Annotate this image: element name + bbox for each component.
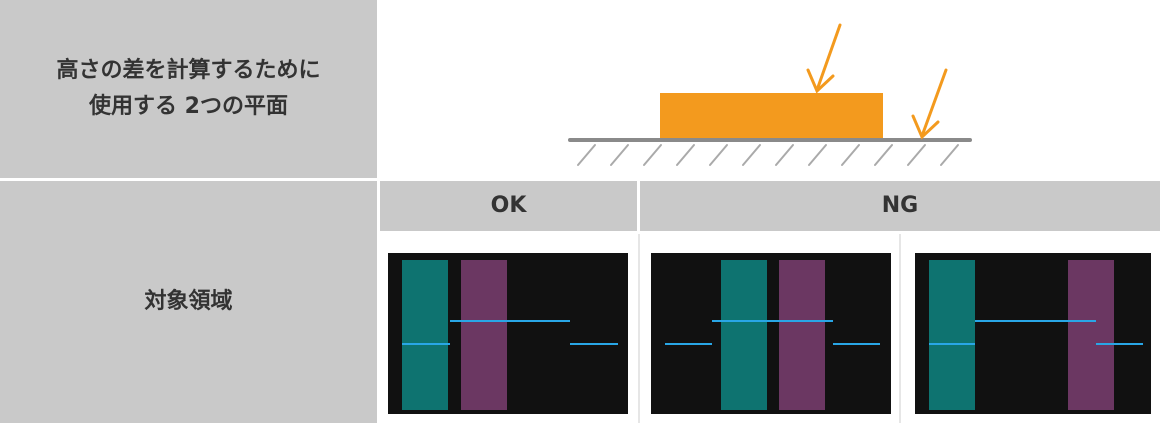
object	[660, 93, 883, 139]
column-header-text: NG	[881, 193, 919, 218]
row-header-line: 高さの差を計算するために	[56, 58, 321, 83]
row-header: 高さの差を計算するために 使用する 2つの平面	[0, 0, 377, 178]
plane-diagram	[568, 23, 972, 166]
region-image	[651, 253, 891, 414]
row-header-line: 使用する 2つの平面	[89, 94, 288, 119]
region-image	[388, 253, 628, 414]
row-header: 対象領域	[0, 181, 377, 423]
arrow	[806, 23, 842, 94]
hatching	[577, 144, 959, 166]
column-header: NG	[640, 181, 1160, 231]
column-header-text: OK	[490, 193, 527, 218]
arrow	[911, 68, 948, 140]
region-image	[915, 253, 1151, 414]
column-header: OK	[380, 181, 637, 231]
row-header-text: 対象領域	[144, 289, 233, 314]
